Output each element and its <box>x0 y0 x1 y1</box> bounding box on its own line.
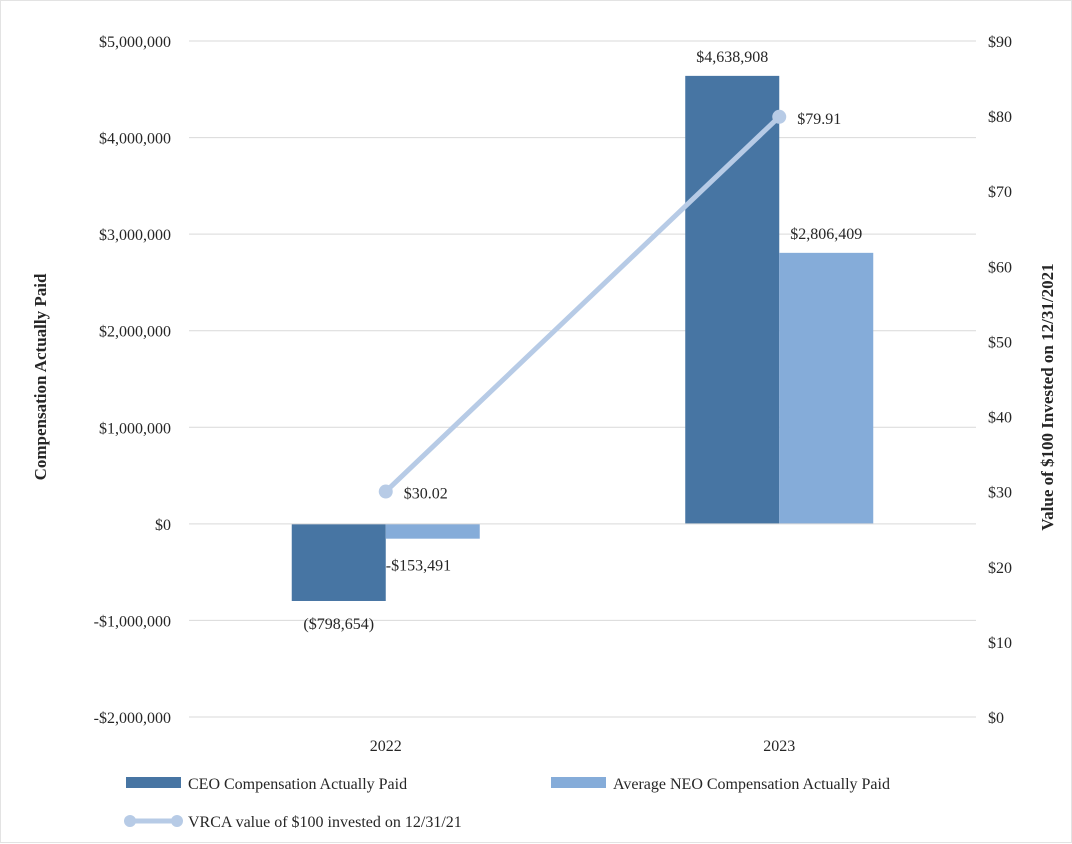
legend-marker <box>124 815 136 827</box>
data-labels: ($798,654) $4,638,908 -$153,491 $2,806,409 $… <box>303 49 862 633</box>
bar <box>385 523 480 539</box>
right-tick-label: $70 <box>988 184 1012 201</box>
left-tick-label: $5,000,000 <box>99 34 171 51</box>
left-axis-ticks: $5,000,000 $4,000,000 $3,000,000 $2,000,000… <box>94 34 171 727</box>
right-tick-label: $20 <box>988 560 1012 577</box>
bar <box>685 75 780 524</box>
x-axis-ticks: 2022 2023 <box>370 738 796 755</box>
x-tick-label: 2022 <box>370 738 402 755</box>
right-tick-label: $80 <box>988 109 1012 126</box>
left-tick-label: $0 <box>155 517 171 534</box>
bar-data-label: -$153,491 <box>386 558 451 575</box>
right-axis-title: Value of $100 Invested on 12/31/2021 <box>1038 263 1057 530</box>
vrca-line <box>378 109 787 499</box>
left-tick-label: $3,000,000 <box>99 227 171 244</box>
left-tick-label: -$1,000,000 <box>94 613 171 630</box>
left-tick-label: $4,000,000 <box>99 131 171 148</box>
legend-label: Average NEO Compensation Actually Paid <box>613 776 890 793</box>
left-tick-label: $2,000,000 <box>99 324 171 341</box>
legend: CEO Compensation Actually Paid Average NE… <box>124 776 890 831</box>
right-tick-label: $0 <box>988 710 1004 727</box>
bar-data-label: $4,638,908 <box>696 49 768 66</box>
right-axis-ticks: $90 $80 $70 $60 $50 $40 $30 $20 $10 $0 <box>988 34 1012 727</box>
gridlines <box>189 40 976 718</box>
right-tick-label: $60 <box>988 259 1012 276</box>
x-tick-label: 2023 <box>763 738 795 755</box>
legend-swatch <box>126 777 181 788</box>
legend-swatch <box>551 777 606 788</box>
vrca-point <box>378 484 393 499</box>
right-tick-label: $30 <box>988 485 1012 502</box>
vrca-point <box>772 109 787 124</box>
bar <box>291 523 386 601</box>
legend-label: CEO Compensation Actually Paid <box>188 776 407 793</box>
bar-data-label: $2,806,409 <box>790 226 862 243</box>
right-tick-label: $10 <box>988 635 1012 652</box>
right-tick-label: $50 <box>988 334 1012 351</box>
legend-label: VRCA value of $100 invested on 12/31/21 <box>188 814 462 831</box>
right-tick-label: $90 <box>988 34 1012 51</box>
right-tick-label: $40 <box>988 410 1012 427</box>
left-axis-title: Compensation Actually Paid <box>31 273 50 480</box>
bar <box>779 252 874 524</box>
legend-marker <box>171 815 183 827</box>
left-tick-label: $1,000,000 <box>99 420 171 437</box>
vrca-line-path <box>383 114 782 495</box>
left-tick-label: -$2,000,000 <box>94 710 171 727</box>
line-data-label: $79.91 <box>797 111 841 128</box>
bars <box>291 75 874 601</box>
line-data-label: $30.02 <box>404 486 448 503</box>
bar-data-label: ($798,654) <box>303 616 374 633</box>
